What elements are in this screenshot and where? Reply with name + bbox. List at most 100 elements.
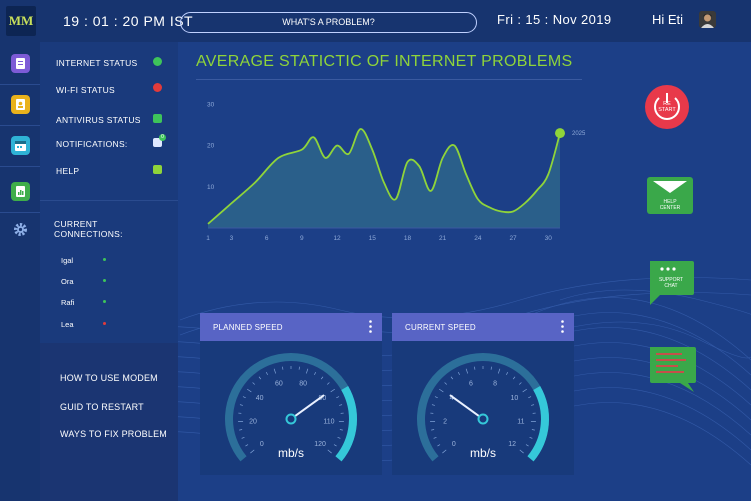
y-tick-label: 20 (207, 143, 215, 150)
help-center-label: HELP CENTER (659, 199, 681, 211)
speed-gauge: 0 20 40 60 80 90 110 120 mb/s (225, 353, 357, 462)
more-icon[interactable] (561, 320, 564, 333)
sidebar-item-wifi-status[interactable]: WI-FI STATUS (56, 85, 115, 95)
shield-icon (153, 114, 162, 123)
x-tick-label: 30 (545, 235, 553, 242)
gauge-tick-label: 10 (510, 395, 518, 402)
gauge-unit-label: mb/s (470, 446, 496, 460)
help-link-fix-problem[interactable]: WAYS TO FIX PROBLEM (60, 429, 167, 439)
gauge-tick (439, 388, 444, 393)
gauge-high-zone (335, 386, 357, 462)
gauge-tick (239, 429, 243, 431)
gauge-tick-label: 60 (275, 380, 283, 387)
gauge-tick (242, 396, 246, 399)
gauge-tick (529, 436, 533, 439)
gauge-tick-label: 120 (314, 441, 326, 448)
gauge-tick (320, 376, 324, 380)
connection-name: Igal (61, 256, 74, 265)
y-tick-label: 30 (207, 101, 215, 108)
restart-button[interactable]: RE START (644, 84, 690, 135)
gauge-tick-label: 0 (452, 441, 456, 448)
help-center-button[interactable]: HELP CENTER (647, 177, 693, 219)
gauge-tick-label: 20 (249, 418, 257, 425)
gauge-tick (337, 436, 341, 439)
help-link-restart[interactable]: GUID TO RESTART (60, 402, 144, 412)
gauge-tick (252, 382, 256, 385)
avatar[interactable] (699, 11, 716, 28)
gauge-tick (326, 382, 330, 385)
gauge-tick-label: 0 (260, 441, 264, 448)
calendar-icon[interactable] (11, 136, 30, 155)
contacts-icon[interactable] (11, 95, 30, 114)
troubleshoot-button[interactable] (650, 347, 696, 398)
x-tick-label: 3 (230, 235, 234, 242)
speed-gauge: 0 2 4 6 8 10 11 12 mb/s (417, 353, 549, 462)
gauge-tick (265, 371, 268, 375)
gauge-tick (239, 404, 243, 406)
gauge-tick-label: 12 (508, 441, 516, 448)
user-greeting: Hi Eti (652, 12, 684, 27)
help-link-modem[interactable]: HOW TO USE MODEM (60, 373, 158, 383)
gauge-tick (525, 444, 529, 447)
gauge-tick-label: 90 (318, 395, 326, 402)
gauge-tick (512, 376, 516, 380)
notification-badge: 0 (159, 134, 166, 141)
gauge-tick (431, 429, 435, 431)
gauge-tick-label: 80 (299, 380, 307, 387)
gauge-tick (442, 449, 447, 454)
x-tick-label: 12 (333, 235, 341, 242)
chart-area-fill (208, 128, 560, 228)
gauge-track (417, 353, 549, 462)
notes-icon[interactable] (11, 54, 30, 73)
sidebar-item-internet-status[interactable]: INTERNET STATUS (56, 58, 138, 68)
sidebar-item-antivirus-status[interactable]: ANTIVIRUS STATUS (56, 115, 141, 125)
chart-title: AVERAGE STATICTIC OF INTERNET PROBLEMS (196, 53, 573, 70)
chart-icon[interactable] (11, 182, 30, 201)
gauge-needle (449, 394, 480, 418)
x-tick-label: 6 (265, 235, 269, 242)
chart-series-line (207, 128, 561, 225)
support-chat-button[interactable]: SUPPORT CHAT (648, 261, 694, 312)
gauge-tick (457, 371, 460, 375)
gauge-tick-label: 110 (323, 418, 334, 425)
gauge-tick (528, 396, 532, 399)
connections-heading: CURRENT CONNECTIONS: (54, 219, 123, 239)
gauge-tick (333, 444, 337, 447)
sidebar-menu: INTERNET STATUS WI-FI STATUS ANTIVIRUS S… (40, 42, 178, 501)
gauge-tick-label: 4 (450, 395, 454, 402)
help-links-panel: HOW TO USE MODEM GUID TO RESTART WAYS TO… (40, 343, 178, 501)
gauge-tick (531, 429, 535, 431)
more-icon[interactable] (369, 320, 372, 333)
x-tick-label: 27 (509, 235, 517, 242)
gauge-tick-label: 40 (256, 395, 264, 402)
support-chat-label: SUPPORT CHAT (658, 277, 684, 289)
gauge-tick (433, 436, 437, 439)
x-tick-label: 15 (369, 235, 377, 242)
x-tick-label: 21 (439, 235, 447, 242)
gauge-tick (465, 368, 469, 374)
gauge-tick (245, 444, 249, 447)
gauge-tick (305, 368, 309, 374)
gauge-tick (339, 429, 343, 431)
gauge-tick (518, 382, 522, 385)
x-tick-label: 1 (206, 235, 210, 242)
sidebar-item-notifications[interactable]: NOTIFICATIONS: (56, 139, 128, 149)
gear-icon[interactable] (11, 220, 30, 239)
gauge-tick (437, 444, 441, 447)
gauge-tick (434, 396, 438, 399)
sidebar-item-help[interactable]: HELP (56, 166, 80, 176)
status-dot (103, 258, 106, 261)
chart-end-label: 2025 (572, 131, 586, 137)
current-speed-card: CURRENT SPEED 0 2 4 6 8 10 11 12 mb/s (392, 313, 574, 475)
date-display: Fri : 15 : Nov 2019 (497, 12, 612, 27)
card-header: PLANNED SPEED (200, 313, 382, 341)
chart-end-point[interactable] (555, 128, 565, 139)
problem-search-input[interactable]: WHAT'S A PROBLEM? (180, 12, 477, 33)
card-title: CURRENT SPEED (405, 323, 476, 332)
gauge-tick (497, 368, 501, 374)
gauge-tick (531, 404, 535, 406)
app-logo[interactable]: MM (6, 6, 36, 36)
title-divider (196, 79, 582, 80)
restart-label: RE START (658, 101, 676, 113)
card-title: PLANNED SPEED (213, 323, 283, 332)
